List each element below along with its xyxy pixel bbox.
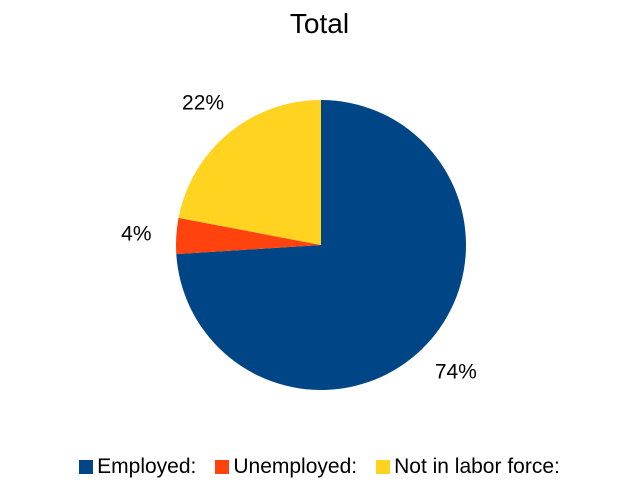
pie-slice-employed — [176, 100, 466, 391]
legend-swatch — [215, 460, 230, 474]
pie-slice-unemployed — [176, 217, 321, 255]
pie-labels: 74% 4% 22% — [121, 91, 477, 383]
legend-label: Not in labor force: — [394, 455, 560, 478]
legend-label: Employed: — [97, 455, 197, 478]
legend-swatch — [79, 460, 94, 474]
pie-slices — [176, 100, 466, 391]
legend-label: Unemployed: — [233, 455, 358, 478]
legend-swatch — [376, 460, 391, 474]
legend: Employed: Unemployed: Not in labor force: — [0, 452, 639, 482]
pie-slice-label: 4% — [121, 222, 151, 245]
legend-item: Unemployed: — [215, 454, 357, 480]
legend-item: Not in labor force: — [376, 454, 560, 480]
chart-title: Total — [289, 8, 350, 39]
pie-slice-label: 74% — [435, 361, 477, 384]
legend-item: Employed: — [79, 454, 196, 480]
pie-slice-label: 22% — [182, 91, 224, 114]
pie-slice-not-in-labor-force — [178, 100, 321, 245]
